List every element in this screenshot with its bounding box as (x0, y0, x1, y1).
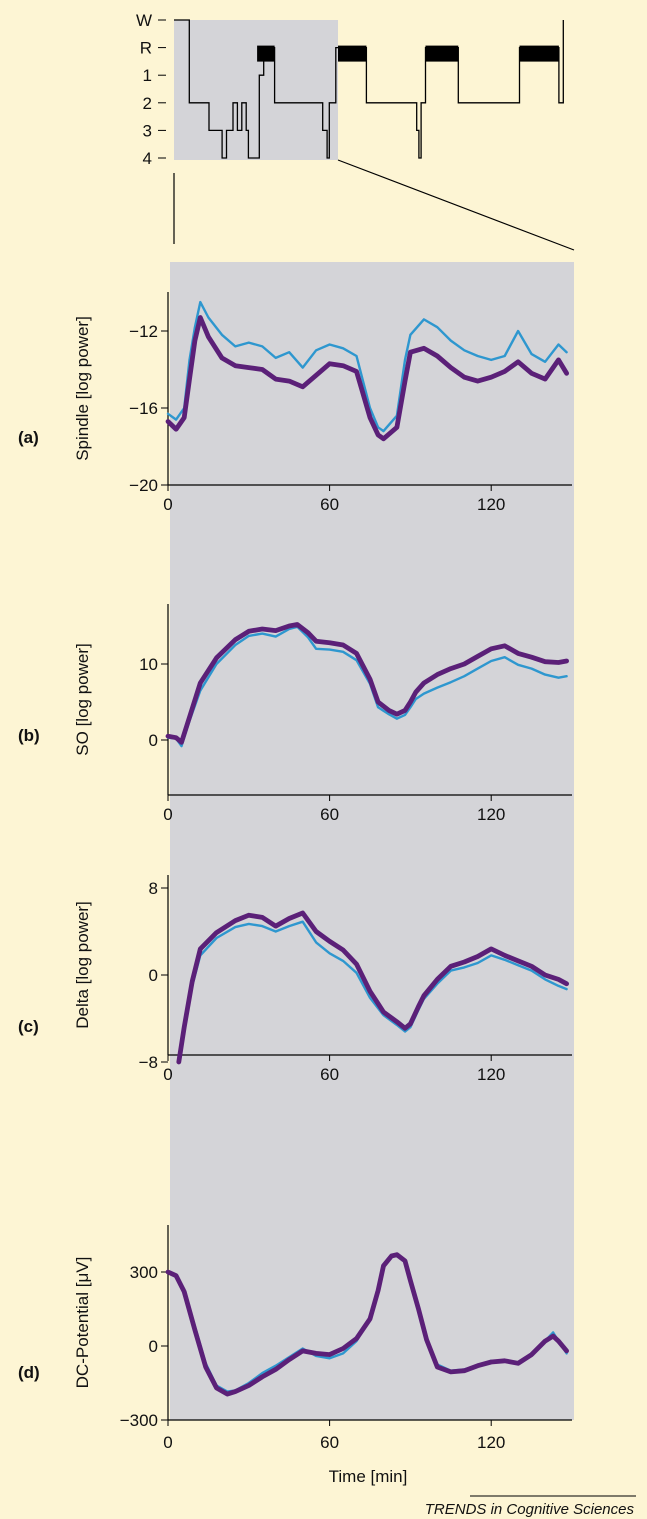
y-axis-title: Spindle [log power] (73, 316, 92, 461)
panel-label: (b) (18, 726, 40, 745)
hypnogram: WR 1 2 3 4 (136, 11, 575, 251)
y-tick-label: 0 (149, 1337, 158, 1356)
y-tick-label: 0 (149, 966, 158, 985)
series-line-1 (166, 300, 568, 433)
hypnogram-trace (174, 19, 564, 159)
x-tick-label: 0 (163, 1433, 172, 1452)
hypnogram-stage-label: 3 (143, 121, 152, 140)
x-tick-label: 60 (320, 495, 339, 514)
hypnogram-stage-label: 4 (143, 149, 152, 168)
rem-period-bar (257, 45, 275, 62)
hypnogram-stage-label: 2 (143, 94, 152, 113)
credit-text: TRENDS in Cognitive Sciences (425, 1501, 635, 1518)
panel-label: (c) (18, 1017, 39, 1036)
x-tick-label: 120 (477, 805, 505, 824)
y-tick-label: −8 (139, 1053, 158, 1072)
hypnogram-stage-label: W (136, 11, 152, 30)
x-tick-label: 120 (477, 495, 505, 514)
x-tick-label: 0 (163, 805, 172, 824)
rem-period-bar (425, 45, 459, 62)
series-line-2 (165, 622, 569, 745)
x-tick-label: 0 (163, 495, 172, 514)
y-axis-title: SO [log power] (73, 643, 92, 755)
hypnogram-stage-label: R (140, 39, 152, 58)
y-axis-title: Delta [log power] (73, 901, 92, 1029)
x-tick-label: 0 (163, 1065, 172, 1084)
panel-spindle: −12 −16 −20 0 60 120 Spindle [log power] (a) (18, 292, 572, 514)
y-tick-label: 10 (139, 655, 158, 674)
y-axis-title: DC-Potential [μV] (73, 1257, 92, 1389)
hypnogram-shaded-region (174, 20, 338, 160)
rem-period-bar (338, 45, 367, 62)
series-line-2 (165, 1252, 569, 1397)
zoom-connector-right (337, 159, 575, 251)
y-tick-label: −300 (120, 1411, 158, 1430)
panel-so: 10 0 0 60 120 SO [log power] (b) (18, 604, 572, 824)
panel-delta: 8 0 −8 0 60 120 Delta [log power] (c) (18, 875, 572, 1084)
panel-label: (a) (18, 428, 39, 447)
x-tick-label: 60 (320, 805, 339, 824)
y-tick-label: −12 (129, 322, 158, 341)
series-line-2 (165, 315, 569, 442)
x-axis-title: Time [min] (329, 1467, 408, 1486)
series-line-1 (177, 920, 568, 1058)
panel-dc: 300 0 −300 0 60 120 DC-Potential [μV] (d) Time [… (18, 1225, 572, 1486)
y-tick-label: 0 (149, 731, 158, 750)
x-tick-label: 120 (477, 1433, 505, 1452)
y-tick-label: −20 (129, 476, 158, 495)
hypnogram-stage-label: 1 (143, 66, 152, 85)
rem-period-bar (519, 45, 559, 62)
x-tick-label: 60 (320, 1065, 339, 1084)
panel-label: (d) (18, 1363, 40, 1382)
series-line-2 (176, 910, 569, 1065)
y-tick-label: 300 (130, 1263, 158, 1282)
y-tick-label: −16 (129, 399, 158, 418)
panels-shaded-region (170, 262, 574, 1420)
x-tick-label: 60 (320, 1433, 339, 1452)
y-tick-label: 8 (149, 879, 158, 898)
x-tick-label: 120 (477, 1065, 505, 1084)
